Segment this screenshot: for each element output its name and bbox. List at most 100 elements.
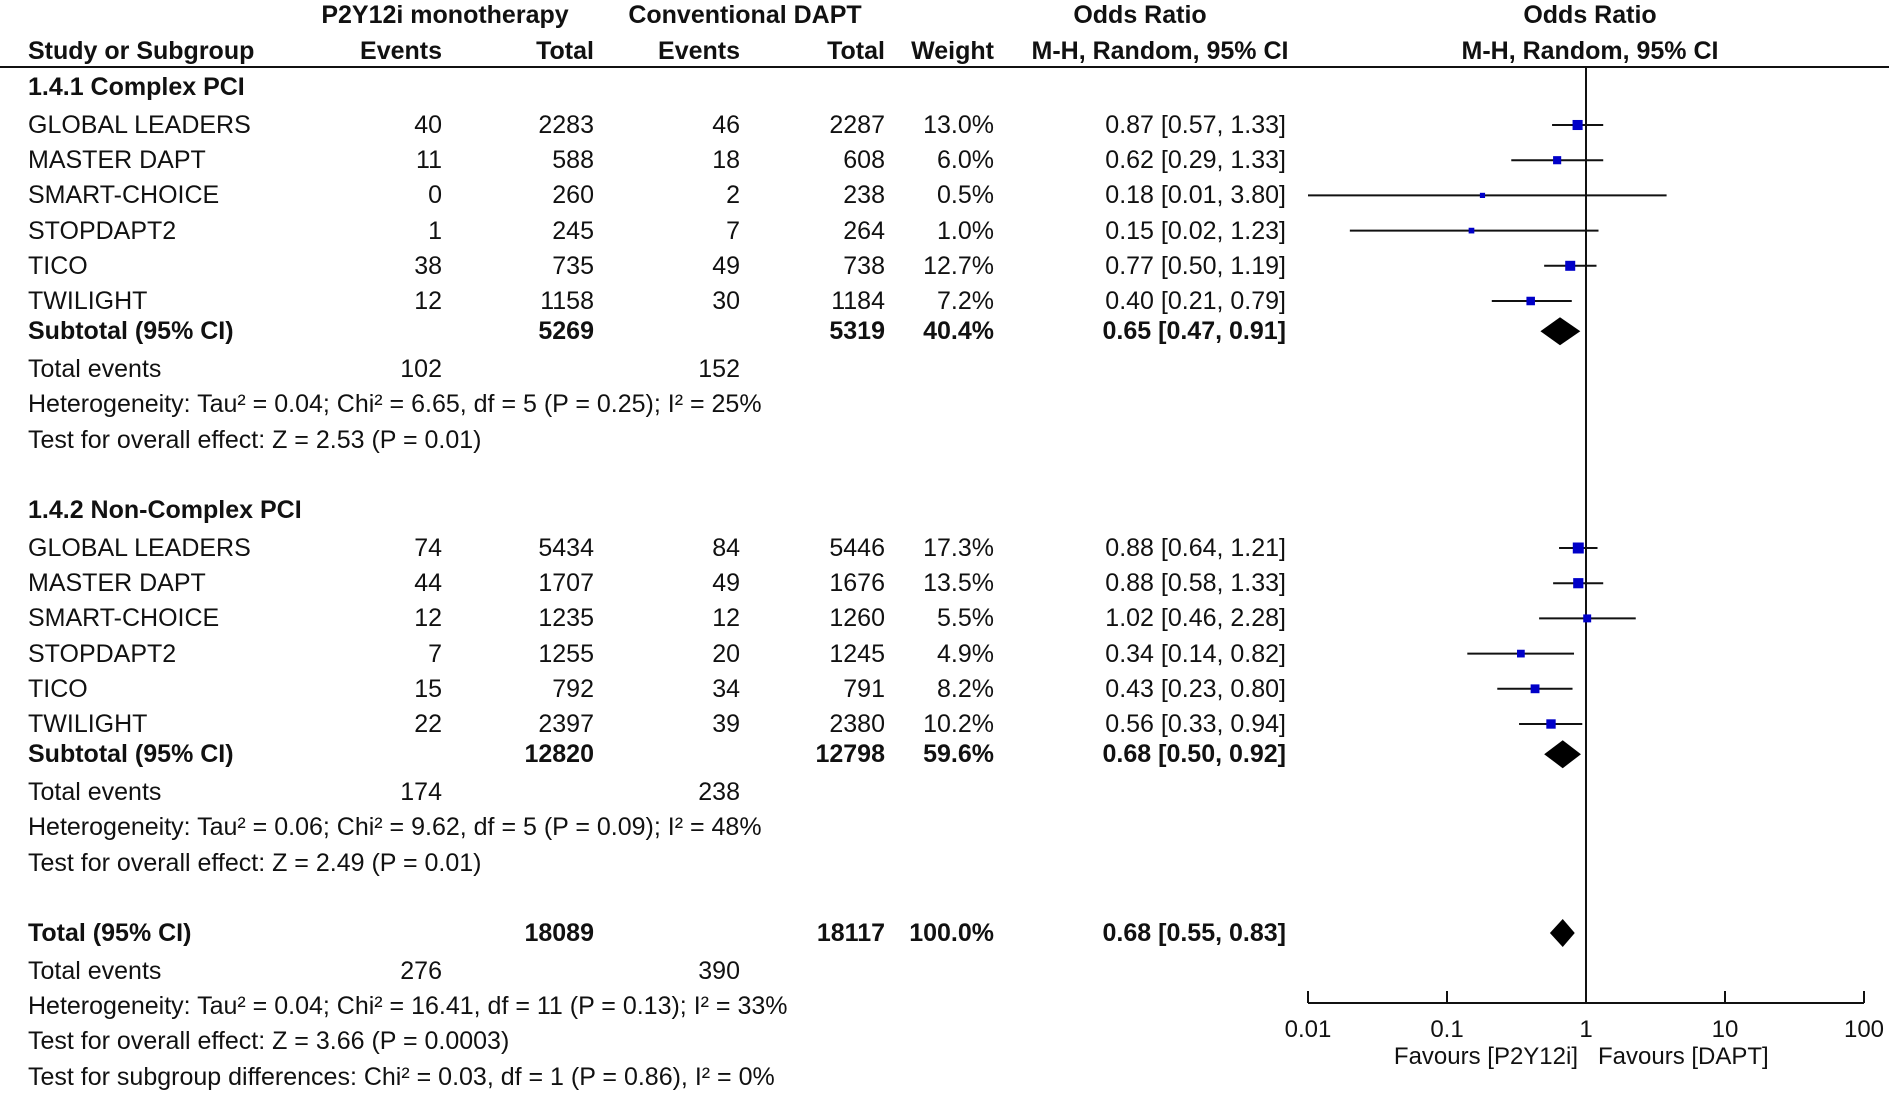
ci-cell: 0.77 [0.50, 1.19] bbox=[1105, 251, 1286, 280]
events2-cell: 20 bbox=[712, 639, 740, 668]
total1-cell: 1707 bbox=[538, 569, 594, 598]
events2-cell: 12 bbox=[712, 604, 740, 633]
grand-total-events2: 390 bbox=[698, 957, 740, 985]
subtotal-total1: 5269 bbox=[538, 317, 594, 346]
total-events-label: Total events bbox=[28, 778, 162, 807]
total1-cell: 2397 bbox=[538, 710, 594, 738]
point-estimate-square bbox=[1553, 156, 1562, 165]
study-column-header: Study or Subgroup bbox=[28, 37, 255, 65]
ci-cell: 0.87 [0.57, 1.33] bbox=[1105, 111, 1286, 139]
events2-cell: 18 bbox=[712, 146, 740, 175]
ci-cell: 0.88 [0.58, 1.33] bbox=[1105, 569, 1286, 598]
subtotal-ci: 0.68 [0.50, 0.92] bbox=[1102, 740, 1286, 769]
total-events2: 238 bbox=[698, 778, 740, 807]
weight-cell: 7.2% bbox=[937, 287, 994, 315]
x-tick-label: 1 bbox=[1579, 1016, 1592, 1043]
study-name: TWILIGHT bbox=[28, 287, 148, 315]
point-estimate-square bbox=[1468, 227, 1475, 234]
subgroup-difference-text: Test for subgroup differences: Chi² = 0.… bbox=[28, 1062, 775, 1091]
study-name: SMART-CHOICE bbox=[28, 604, 220, 633]
weight-cell: 13.0% bbox=[923, 111, 994, 139]
weight-cell: 1.0% bbox=[937, 216, 994, 245]
events1-cell: 1 bbox=[428, 216, 442, 245]
plot-method-header: M-H, Random, 95% CI bbox=[1461, 37, 1719, 65]
total1-column-header: Total bbox=[536, 37, 594, 65]
grand-total-events1: 276 bbox=[400, 957, 442, 985]
total-diamond bbox=[1549, 919, 1575, 947]
subtotal-diamond bbox=[1540, 317, 1581, 346]
events1-cell: 74 bbox=[414, 534, 442, 562]
total1-cell: 1158 bbox=[540, 287, 594, 315]
plot-odds-ratio-header: Odds Ratio bbox=[1523, 1, 1657, 29]
subtotal-total2: 5319 bbox=[829, 317, 885, 346]
events2-cell: 39 bbox=[712, 710, 740, 738]
events2-cell: 49 bbox=[712, 251, 740, 280]
study-name: STOPDAPT2 bbox=[28, 216, 177, 245]
weight-cell: 10.2% bbox=[923, 710, 994, 738]
subtotal-weight: 59.6% bbox=[923, 740, 994, 769]
heterogeneity-text: Heterogeneity: Tau² = 0.04; Chi² = 6.65,… bbox=[28, 390, 762, 419]
total1-cell: 245 bbox=[552, 216, 594, 245]
weight-column-header: Weight bbox=[911, 37, 994, 65]
ci-cell: 0.15 [0.02, 1.23] bbox=[1105, 216, 1286, 245]
events1-cell: 7 bbox=[428, 639, 442, 668]
total1-cell: 5434 bbox=[538, 534, 594, 562]
ci-cell: 0.62 [0.29, 1.33] bbox=[1105, 146, 1286, 175]
ci-cell: 0.43 [0.23, 0.80] bbox=[1105, 674, 1286, 703]
events1-column-header: Events bbox=[360, 37, 442, 65]
ci-cell: 0.40 [0.21, 0.79] bbox=[1105, 287, 1286, 315]
study-name: TICO bbox=[28, 674, 88, 703]
point-estimate-square bbox=[1572, 542, 1584, 554]
study-name: GLOBAL LEADERS bbox=[28, 534, 251, 562]
subtotal-ci: 0.65 [0.47, 0.91] bbox=[1102, 317, 1286, 346]
total-label: Total (95% CI) bbox=[28, 919, 192, 947]
x-tick-label: 0.01 bbox=[1285, 1016, 1332, 1043]
study-name: MASTER DAPT bbox=[28, 146, 206, 175]
group1-header: P2Y12i monotherapy bbox=[321, 1, 569, 29]
total2-cell: 1245 bbox=[829, 639, 885, 668]
total-events2: 152 bbox=[698, 355, 740, 384]
subtotal-weight: 40.4% bbox=[923, 317, 994, 346]
weight-cell: 12.7% bbox=[923, 251, 994, 280]
grand-heterogeneity-text: Heterogeneity: Tau² = 0.04; Chi² = 16.41… bbox=[28, 992, 788, 1021]
total1-cell: 260 bbox=[552, 181, 594, 210]
total2-cell: 738 bbox=[843, 251, 885, 280]
point-estimate-square bbox=[1583, 614, 1592, 623]
total2-cell: 2287 bbox=[829, 111, 885, 139]
ci-cell: 0.18 [0.01, 3.80] bbox=[1105, 181, 1286, 210]
events2-column-header: Events bbox=[658, 37, 740, 65]
point-estimate-square bbox=[1572, 119, 1583, 131]
study-name: TICO bbox=[28, 251, 88, 280]
overall-effect-text: Test for overall effect: Z = 2.49 (P = 0… bbox=[28, 848, 482, 877]
total1-cell: 2283 bbox=[538, 111, 594, 139]
events2-cell: 34 bbox=[712, 674, 740, 703]
total-total1: 18089 bbox=[524, 919, 594, 947]
weight-cell: 4.9% bbox=[937, 639, 994, 668]
events1-cell: 0 bbox=[428, 181, 442, 210]
point-estimate-square bbox=[1526, 296, 1535, 306]
point-estimate-square bbox=[1517, 649, 1525, 658]
weight-cell: 6.0% bbox=[937, 146, 994, 175]
study-name: TWILIGHT bbox=[28, 710, 148, 738]
total2-cell: 791 bbox=[843, 674, 885, 703]
study-name: MASTER DAPT bbox=[28, 569, 206, 598]
events1-cell: 44 bbox=[414, 569, 442, 598]
ci-cell: 0.88 [0.64, 1.21] bbox=[1105, 534, 1286, 562]
point-estimate-square bbox=[1479, 192, 1486, 198]
total2-cell: 264 bbox=[843, 216, 885, 245]
events2-cell: 30 bbox=[712, 287, 740, 315]
total1-cell: 735 bbox=[552, 251, 594, 280]
weight-cell: 8.2% bbox=[937, 674, 994, 703]
x-tick-label: 100 bbox=[1844, 1016, 1884, 1043]
header-divider bbox=[0, 66, 1889, 68]
odds-ratio-header: Odds Ratio bbox=[1073, 1, 1207, 29]
events2-cell: 49 bbox=[712, 569, 740, 598]
events2-cell: 46 bbox=[712, 111, 740, 139]
total-weight: 100.0% bbox=[909, 919, 994, 947]
total2-cell: 1676 bbox=[829, 569, 885, 598]
total2-cell: 1260 bbox=[829, 604, 885, 633]
subtotal-label: Subtotal (95% CI) bbox=[28, 317, 234, 346]
point-estimate-square bbox=[1546, 719, 1556, 729]
weight-cell: 0.5% bbox=[937, 181, 994, 210]
